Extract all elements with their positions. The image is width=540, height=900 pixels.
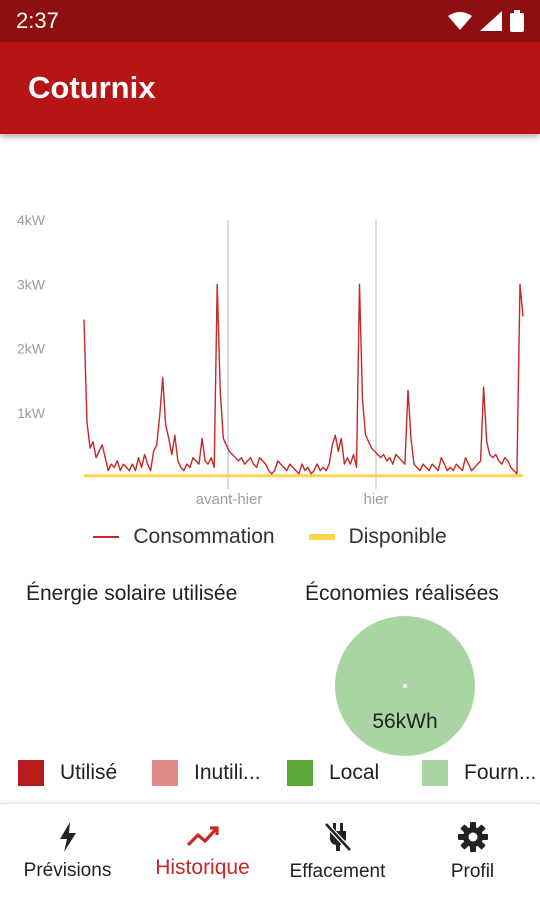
nav-historique[interactable]: Historique (135, 804, 270, 900)
legend-local-label: Local (329, 761, 380, 784)
economies-pie: 56kWh (335, 616, 475, 756)
legend-consommation-label: Consommation (133, 525, 275, 548)
trending-icon (186, 826, 219, 847)
nav-historique-label: Historique (155, 856, 250, 879)
status-time: 2:37 (16, 8, 59, 33)
bottom-navigation: Prévisions Historique Effacement Profil (0, 803, 540, 900)
y-tick-label: 4kW (17, 212, 46, 228)
energy-legend: Utilisé Inutili... Local Fourn... (0, 760, 540, 794)
nav-profil-label: Profil (450, 861, 495, 882)
pie-center-dot (403, 684, 407, 688)
legend-disponible: Disponible (308, 525, 447, 549)
legend-consommation: Consommation (93, 525, 275, 549)
fourni-swatch (422, 760, 448, 786)
nav-effacement-label: Effacement (289, 861, 386, 882)
legend-inutilise-label: Inutili... (194, 761, 261, 784)
local-swatch (287, 760, 313, 786)
inutilise-swatch (152, 760, 178, 786)
economies-value: 56kWh (372, 710, 437, 733)
legend-utilise: Utilisé (18, 760, 117, 786)
nav-previsions[interactable]: Prévisions (0, 804, 135, 900)
consommation-swatch (93, 536, 120, 538)
nav-previsions-label: Prévisions (23, 860, 112, 881)
energie-title: Énergie solaire utilisée (26, 582, 238, 605)
x-tick-label: hier (363, 491, 388, 508)
nav-profil[interactable]: Profil (405, 804, 540, 900)
legend-local: Local (287, 760, 379, 786)
legend-utilise-label: Utilisé (60, 761, 118, 784)
legend-fourni: Fourn... (422, 760, 536, 786)
disponible-swatch (308, 534, 335, 540)
gear-icon (457, 822, 488, 852)
chart-legend: Consommation Disponible (0, 522, 540, 552)
x-tick-label: avant-hier (196, 491, 263, 508)
consumption-chart: 4kW 3kW 2kW 1kW avant-hier hier (17, 212, 524, 508)
legend-inutilise: Inutili... (152, 760, 261, 786)
utilise-swatch (18, 760, 44, 786)
legend-disponible-label: Disponible (348, 525, 447, 548)
economies-title: Économies réalisées (305, 582, 499, 605)
y-tick-label: 2kW (17, 341, 46, 357)
app-bar: Coturnix (0, 42, 540, 134)
power-off-icon (323, 822, 352, 852)
status-bar: 2:37 (0, 0, 540, 42)
battery-icon (510, 10, 524, 32)
wifi-icon (448, 12, 472, 30)
legend-fourni-label: Fourn... (464, 761, 537, 784)
status-icons (448, 10, 524, 32)
nav-effacement[interactable]: Effacement (270, 804, 405, 900)
y-tick-label: 3kW (17, 276, 46, 292)
app-title: Coturnix (28, 70, 156, 105)
lightning-icon (59, 822, 76, 852)
series-consommation (83, 283, 524, 475)
y-tick-label: 1kW (17, 405, 46, 421)
signal-icon (480, 11, 502, 31)
